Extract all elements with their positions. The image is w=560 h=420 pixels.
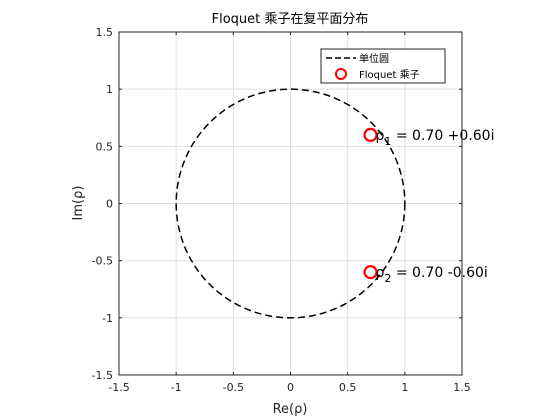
legend-unit-circle-label: 单位圆 [359,52,389,65]
legend-floquet-swatch [335,68,347,80]
y-tick-label: 0.5 [96,140,114,153]
floquet-multiplier-marker [363,127,378,142]
x-tick-label: 0.5 [339,381,357,394]
y-tick-label: 1 [106,83,113,96]
legend-floquet-label: Floquet 乘子 [359,69,420,81]
x-tick-label: 1.5 [453,381,471,394]
y-tick-label: -1 [102,312,113,325]
x-tick-label: -1 [171,381,182,394]
ticks [118,31,463,376]
x-tick-label: -1.5 [108,381,129,394]
x-axis-label: Re(ρ) [273,402,308,417]
y-tick-label: 1.5 [96,26,114,39]
x-tick-label: 0 [287,381,294,394]
floquet-multiplier-marker [363,265,378,280]
chart-title: Floquet 乘子在复平面分布 [212,12,369,27]
unit-circle-line [175,88,406,319]
y-tick-label: -0.5 [92,255,113,268]
x-tick-label: -0.5 [223,381,244,394]
x-tick-label: 1 [401,381,408,394]
y-tick-label: -1.5 [92,369,113,382]
legend: 单位圆 Floquet 乘子 [320,48,446,84]
unit-circle-layer [175,88,406,319]
tick-labels: -1.5 -1 -0.5 0 0.5 1 1.5 -1.5 -1 -0.5 0 0.5 1 1.5 [92,26,471,394]
y-tick-label: 0 [106,198,113,211]
annotations-layer: ρ1 = 0.70 +0.60i ρ2 = 0.70 -0.60i [376,128,495,285]
multiplier-annotation-2: ρ2 = 0.70 -0.60i [376,265,488,285]
points-layer [363,127,378,280]
legend-box [320,48,446,84]
y-axis-label: Im(ρ) [71,186,86,221]
multiplier-annotation-1: ρ1 = 0.70 +0.60i [376,128,495,148]
